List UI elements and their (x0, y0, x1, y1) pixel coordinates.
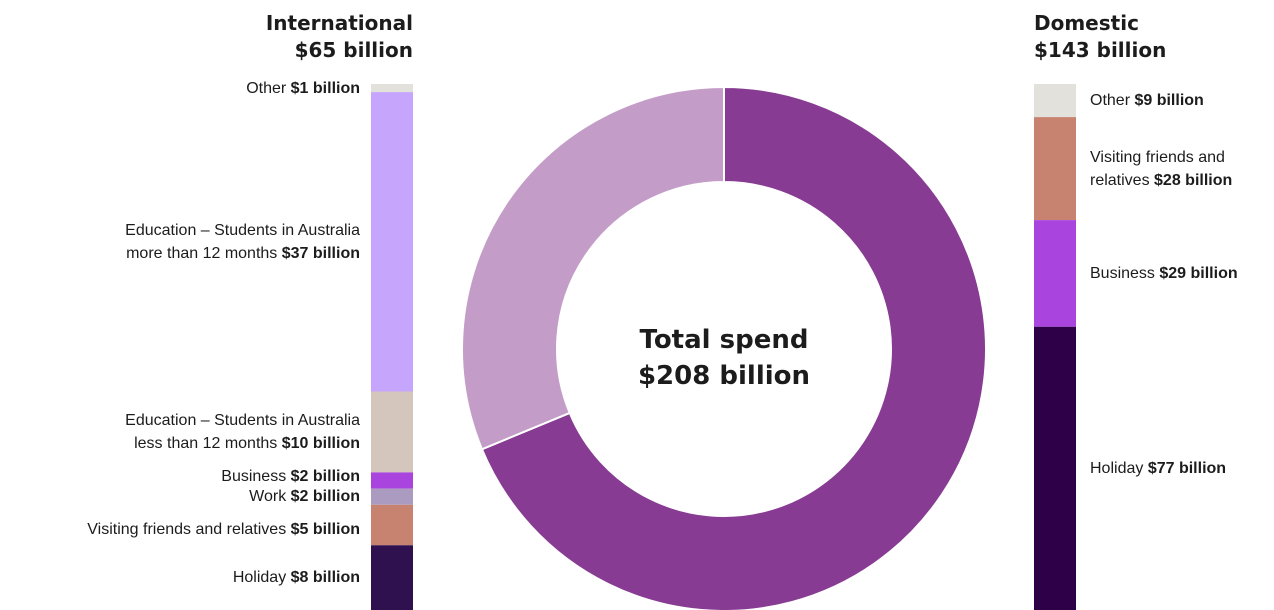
international-label-holiday: Holiday $8 billion (232, 569, 360, 587)
value-text: $37 billion (281, 244, 360, 262)
domestic-label-business: Business $29 billion (1090, 264, 1238, 282)
international-header: International $65 billion (266, 10, 413, 64)
domestic-header: Domestic $143 billion (1034, 10, 1166, 64)
donut-slice-domestic (480, 85, 987, 610)
international-label-other: Other $1 billion (246, 79, 360, 97)
domestic-label-other: Other $9 billion (1090, 92, 1204, 110)
value-text: $5 billion (290, 520, 360, 538)
value-text: $2 billion (290, 468, 360, 486)
domestic-label-holiday: Holiday $77 billion (1090, 459, 1227, 477)
domestic-bar-segment-holiday (1034, 326, 1076, 610)
international-bar-segment-visiting-friends-and-relatives (371, 504, 413, 546)
international-label-visiting-friends-and-relatives: Visiting friends and relatives $5 billio… (87, 520, 360, 538)
donut-slice-international (461, 85, 725, 451)
value-text: $2 billion (290, 488, 360, 506)
international-label-education-students-in-australia-more-than-12-months: Education – Students in Australia more th… (125, 221, 360, 262)
international-total: $65 billion (294, 38, 413, 62)
domestic-total: $143 billion (1034, 38, 1167, 62)
center-label-total: $208 billion (638, 361, 810, 391)
international-bar-segment-holiday (371, 545, 413, 610)
international-label-business: Business $2 billion (221, 468, 360, 486)
value-text: $1 billion (290, 79, 360, 97)
domestic-title: Domestic (1034, 11, 1139, 35)
domestic-bar-segment-visiting-friends-and-relatives (1034, 117, 1076, 221)
value-text: $28 billion (1154, 171, 1233, 189)
international-bar-segment-education-students-in-australia-more-than-12-months (371, 92, 413, 392)
value-text: $77 billion (1147, 459, 1227, 477)
international-title: International (265, 11, 413, 35)
value-text: $29 billion (1159, 264, 1238, 282)
international-bar-segment-work (371, 488, 413, 505)
domestic-bar-segment-other (1034, 84, 1076, 118)
international-stacked-bar (371, 84, 413, 610)
value-text: $10 billion (281, 434, 360, 452)
domestic-stacked-bar (1034, 84, 1076, 610)
international-bar-segment-business (371, 472, 413, 489)
value-text: $8 billion (290, 569, 360, 587)
donut-chart (461, 85, 987, 610)
domestic-bar-segment-business (1034, 220, 1076, 327)
center-label-title: Total spend (640, 325, 809, 355)
international-bar-segment-education-students-in-australia-less-than-12-months (371, 391, 413, 473)
international-label-work: Work $2 billion (249, 488, 360, 506)
international-label-education-students-in-australia-less-than-12-months: Education – Students in Australia less th… (125, 411, 360, 452)
value-text: $9 billion (1134, 92, 1204, 110)
international-bar-segment-other (371, 84, 413, 93)
domestic-label-visiting-friends-and-relatives: Visiting friends and relatives $28 billio… (1090, 148, 1233, 189)
